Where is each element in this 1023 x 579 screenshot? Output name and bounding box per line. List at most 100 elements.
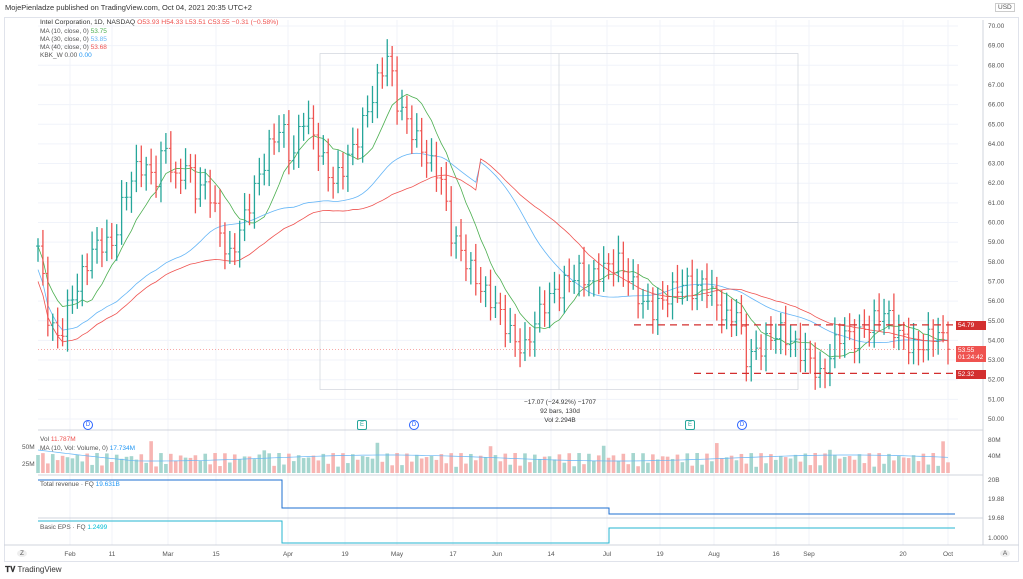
volume-bar <box>41 453 45 473</box>
volume-bar <box>70 458 75 473</box>
volume-bar <box>478 455 483 473</box>
publish-info: MojePienladze published on TradingView.c… <box>5 3 252 12</box>
volume-bar <box>705 453 709 473</box>
volume-bar <box>277 453 281 473</box>
high-value: H54.33 <box>161 19 184 26</box>
eps-legend[interactable]: Basic EPS · FQ 1.2499 <box>40 524 107 531</box>
volume-bar <box>670 458 675 473</box>
volume-bar <box>660 456 665 473</box>
volume-bar <box>798 461 803 473</box>
volume-ma-label: MA (10, Vol: Volume, 0) <box>40 445 108 452</box>
volume-bar <box>454 466 458 473</box>
y-tick-label: 57.00 <box>988 278 1005 285</box>
volume-bar <box>203 453 208 473</box>
volume-bar <box>837 458 842 473</box>
volume-bar <box>321 453 326 473</box>
earnings-event-icon[interactable]: E <box>685 420 695 430</box>
eps-axis-tick: 1.0000 <box>988 535 1008 542</box>
kbk-legend[interactable]: KBK_W 0.00 0.00 <box>40 52 92 59</box>
volume-bar <box>90 464 94 473</box>
y-tick-label: 53.00 <box>988 357 1005 364</box>
volume-ma-legend[interactable]: MA (10, Vol: Volume, 0) 17.734M <box>40 445 135 452</box>
volume-bar <box>375 442 380 473</box>
x-tick-label: 17 <box>449 551 457 558</box>
x-tick-label: Apr <box>283 551 294 558</box>
volume-bar <box>852 459 857 473</box>
revenue-legend[interactable]: Total revenue · FQ 19.631B <box>40 481 120 488</box>
volume-bar <box>577 453 581 473</box>
volume-bar <box>552 459 557 473</box>
volume-bar <box>513 453 517 473</box>
volume-label: Vol <box>40 436 50 443</box>
earnings-event-icon[interactable]: E <box>357 420 367 430</box>
dividend-event-icon[interactable]: D <box>409 420 419 430</box>
volume-bar <box>439 454 444 473</box>
volume-bar <box>223 453 227 473</box>
auto-scale-button[interactable]: A <box>1000 550 1010 557</box>
ma30-label: MA (30, close, 0) <box>40 36 89 43</box>
chart-frame[interactable] <box>4 17 1019 562</box>
x-tick-label: 14 <box>547 551 555 558</box>
volume-bar <box>164 463 168 473</box>
y-tick-label: 52.00 <box>988 377 1005 384</box>
dividend-event-icon[interactable]: D <box>737 420 747 430</box>
volume-bar <box>50 454 55 473</box>
volume-bar <box>533 454 537 473</box>
volume-bar <box>154 466 158 473</box>
x-tick-label: Oct <box>943 551 953 558</box>
volume-tick: 25M <box>22 461 35 468</box>
volume-bar <box>193 455 198 473</box>
ma30-legend[interactable]: MA (30, close, 0) 53.85 <box>40 36 107 43</box>
volume-bar <box>567 453 572 473</box>
y-tick-label: 65.00 <box>988 121 1005 128</box>
symbol-legend: Intel Corporation, 1D, NASDAQ O53.93 H54… <box>40 19 278 26</box>
volume-bar <box>542 456 547 473</box>
volume-bar <box>769 454 773 473</box>
ma10-legend[interactable]: MA (10, close, 0) 53.75 <box>40 28 107 35</box>
volume-bar <box>897 455 901 473</box>
currency-label[interactable]: USD <box>995 3 1015 12</box>
x-tick-label: 15 <box>212 551 220 558</box>
revenue-axis-tick: 19.88 <box>988 496 1005 503</box>
volume-bar <box>301 458 306 473</box>
volume-bar <box>803 453 808 473</box>
volume-bar <box>724 457 729 473</box>
volume-bar <box>434 459 439 473</box>
y-tick-label: 54.00 <box>988 337 1005 344</box>
volume-bar <box>80 461 85 473</box>
x-tick-label: Feb <box>64 551 76 558</box>
volume-bar <box>272 465 276 473</box>
volume-bar <box>380 461 385 473</box>
x-tick-label: Jun <box>492 551 503 558</box>
volume-bar <box>528 462 532 473</box>
volume-bar <box>749 453 754 473</box>
ma10-label: MA (10, close, 0) <box>40 28 89 35</box>
volume-bar <box>60 455 65 473</box>
volume-bar <box>370 458 375 473</box>
volume-bar <box>464 463 468 473</box>
volume-bar <box>562 462 567 473</box>
volume-bar <box>232 454 237 473</box>
volume-bar <box>862 463 867 473</box>
volume-legend[interactable]: Vol 11.787M <box>40 436 76 443</box>
dividend-event-icon[interactable]: D <box>83 420 93 430</box>
measure-bars: 92 bars, 130d <box>540 408 580 415</box>
x-tick-label: Aug <box>708 551 720 558</box>
y-tick-label: 62.00 <box>988 180 1005 187</box>
volume-bar <box>178 455 183 473</box>
y-tick-label: 50.00 <box>988 416 1005 423</box>
zoom-reset-button[interactable]: Z <box>17 550 27 557</box>
volume-bar <box>218 466 222 473</box>
resistance-price-tag: 54.79 <box>956 321 986 330</box>
volume-bar <box>582 464 586 473</box>
y-tick-label: 60.00 <box>988 220 1005 227</box>
volume-bar <box>419 458 424 473</box>
volume-bar <box>188 457 193 473</box>
volume-bar <box>793 454 798 473</box>
volume-bar <box>774 459 778 473</box>
volume-bar <box>405 453 409 473</box>
volume-ma-value: 17.734M <box>109 445 136 452</box>
ma40-legend[interactable]: MA (40, close, 0) 53.68 <box>40 44 107 51</box>
volume-bar <box>459 453 463 473</box>
